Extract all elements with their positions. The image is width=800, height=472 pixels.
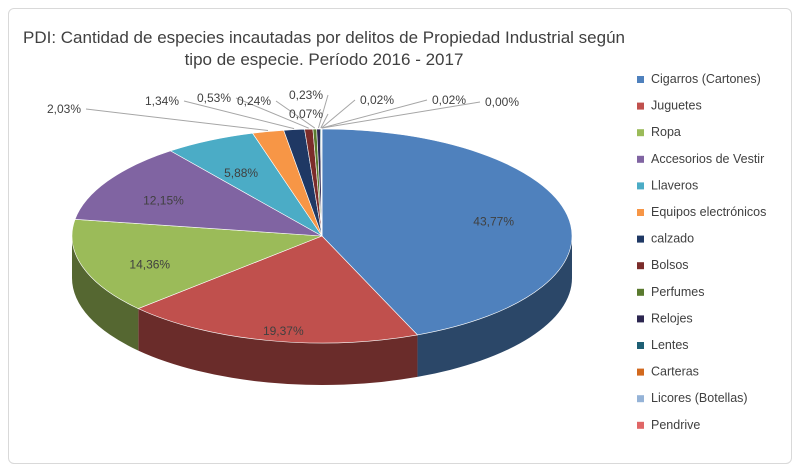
pie-slice-0 [321, 128, 573, 336]
pie-slices [71, 128, 573, 344]
legend-label-13: Pendrive [651, 418, 700, 432]
legend-label-0: Cigarros (Cartones) [651, 72, 761, 86]
chart-title-line-2: tipo de especie. Período 2016 - 2017 [185, 50, 464, 69]
pie-slice-1 [137, 235, 419, 344]
data-label-4: 5,88% [224, 166, 258, 180]
legend-swatch-10 [637, 342, 644, 349]
data-label-6: 1,34% [145, 94, 179, 108]
chart-title-line-1: PDI: Cantidad de especies incautadas por… [23, 28, 625, 47]
legend-swatch-4 [637, 182, 644, 190]
legend-swatch-6 [637, 235, 644, 243]
leader-line-6 [183, 100, 295, 130]
legend-label-9: Relojes [651, 311, 693, 325]
pie-chart: PDI: Cantidad de especies incautadas por… [23, 28, 766, 432]
pie-side-1 [138, 308, 418, 385]
data-label-1: 19,37% [263, 324, 304, 338]
legend-swatch-8 [637, 288, 644, 296]
legend-label-2: Ropa [651, 125, 681, 139]
data-label-7: 0,53% [197, 91, 231, 105]
pie-side-0 [417, 236, 572, 377]
legend-label-8: Perfumes [651, 285, 705, 299]
data-label-13: 0,00% [485, 95, 519, 109]
legend-label-1: Juguetes [651, 99, 702, 113]
leader-line-12 [321, 99, 428, 129]
legend-swatch-9 [637, 315, 644, 323]
data-label-12: 0,02% [432, 93, 466, 107]
leader-line-11 [321, 99, 356, 129]
legend-label-6: calzado [651, 232, 694, 246]
legend-swatch-13 [637, 421, 644, 429]
legend-swatch-1 [637, 102, 644, 110]
legend: Cigarros (Cartones) Juguetes Ropa Accesorio… [637, 72, 766, 432]
data-label-8: 0,24% [237, 94, 271, 108]
leader-lines [85, 94, 481, 132]
pie-sides [72, 236, 572, 385]
legend-label-10: Lentes [651, 338, 689, 352]
legend-label-5: Equipos electrónicos [651, 205, 766, 219]
legend-swatch-7 [637, 262, 644, 270]
leader-line-9 [317, 94, 329, 129]
data-label-5: 2,03% [47, 102, 81, 116]
pie-slice-3 [74, 150, 323, 237]
data-label-2: 14,36% [129, 257, 170, 271]
legend-swatch-12 [637, 395, 644, 403]
legend-swatch-3 [637, 155, 644, 163]
leader-line-10 [320, 113, 329, 129]
legend-label-3: Accesorios de Vestir [651, 152, 764, 166]
legend-label-11: Carteras [651, 365, 699, 379]
legend-label-4: Llaveros [651, 178, 698, 192]
pie-side-2 [72, 236, 139, 351]
legend-label-7: Bolsos [651, 258, 689, 272]
legend-swatch-2 [637, 129, 644, 137]
legend-swatch-5 [637, 209, 644, 216]
pie-slice-2 [71, 218, 323, 309]
data-label-3: 12,15% [143, 194, 184, 208]
legend-swatch-0 [637, 76, 644, 83]
leader-line-7 [235, 97, 309, 129]
data-label-10: 0,07% [289, 107, 323, 121]
data-labels: 43,77% 19,37% 14,36% 12,15% 5,88% 2,03% 1,34% 0… [47, 88, 519, 338]
leader-line-13 [321, 101, 481, 129]
data-label-9: 0,23% [289, 88, 323, 102]
data-label-11: 0,02% [360, 93, 394, 107]
data-label-0: 43,77% [473, 214, 514, 228]
legend-swatch-11 [637, 368, 644, 376]
leader-line-5 [85, 108, 269, 132]
leader-line-8 [275, 100, 316, 129]
chart-frame: PDI: Cantidad de especies incautadas por… [8, 8, 792, 464]
legend-label-12: Licores (Botellas) [651, 391, 748, 405]
